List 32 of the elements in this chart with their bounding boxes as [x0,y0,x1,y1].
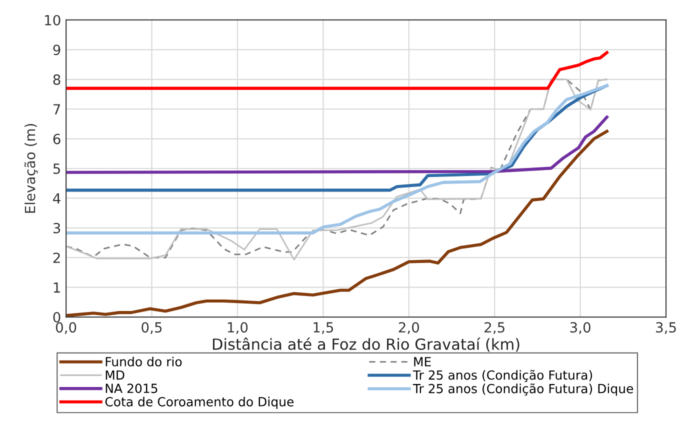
y-tick-label: 3 [53,222,60,234]
legend-label: NA 2015 [106,384,158,394]
legend-label: Cota de Coroamento do Dique [105,396,294,409]
line-series [66,51,608,90]
y-tick-label: 0 [53,312,60,322]
legend-label: Fundo do rio [106,356,182,366]
x-tick-label: 2,5 [484,322,504,334]
y-tick-label: 6 [53,134,60,144]
line-series [66,116,608,174]
y-tick-label: 9 [53,44,60,56]
legend-label: MD [106,370,124,380]
y-axis-title: Elevação (m) [24,124,38,213]
y-tick-label: 2 [53,252,60,263]
y-tick-label: 10 [45,14,60,26]
y-tick-label: 5 [53,164,60,174]
y-tick-label: 1 [54,282,60,293]
legend-label: Tr 25 anos (Condição Futura) Dique [412,383,634,396]
x-tick-label: 3,0 [570,322,590,334]
x-tick-label: 0,0 [56,322,76,334]
legend-label: Tr 25 anos (Condição Futura) [412,370,592,382]
x-tick-label: 0,5 [142,322,162,334]
line-series [66,84,608,234]
x-tick-label: 2,0 [398,322,420,334]
line-series [66,130,608,318]
x-tick-label: 1,5 [314,322,334,334]
y-tick-label: 8 [53,74,60,85]
x-axis-title: Distância até a Foz do Rio Gravataí (km) [212,337,520,352]
legend-label: ME [414,357,431,366]
y-tick-label: 7 [54,104,60,114]
x-tick-label: 1,0 [228,322,248,334]
x-tick-label: 3,5 [656,322,676,334]
y-tick-label: 4 [53,193,60,204]
